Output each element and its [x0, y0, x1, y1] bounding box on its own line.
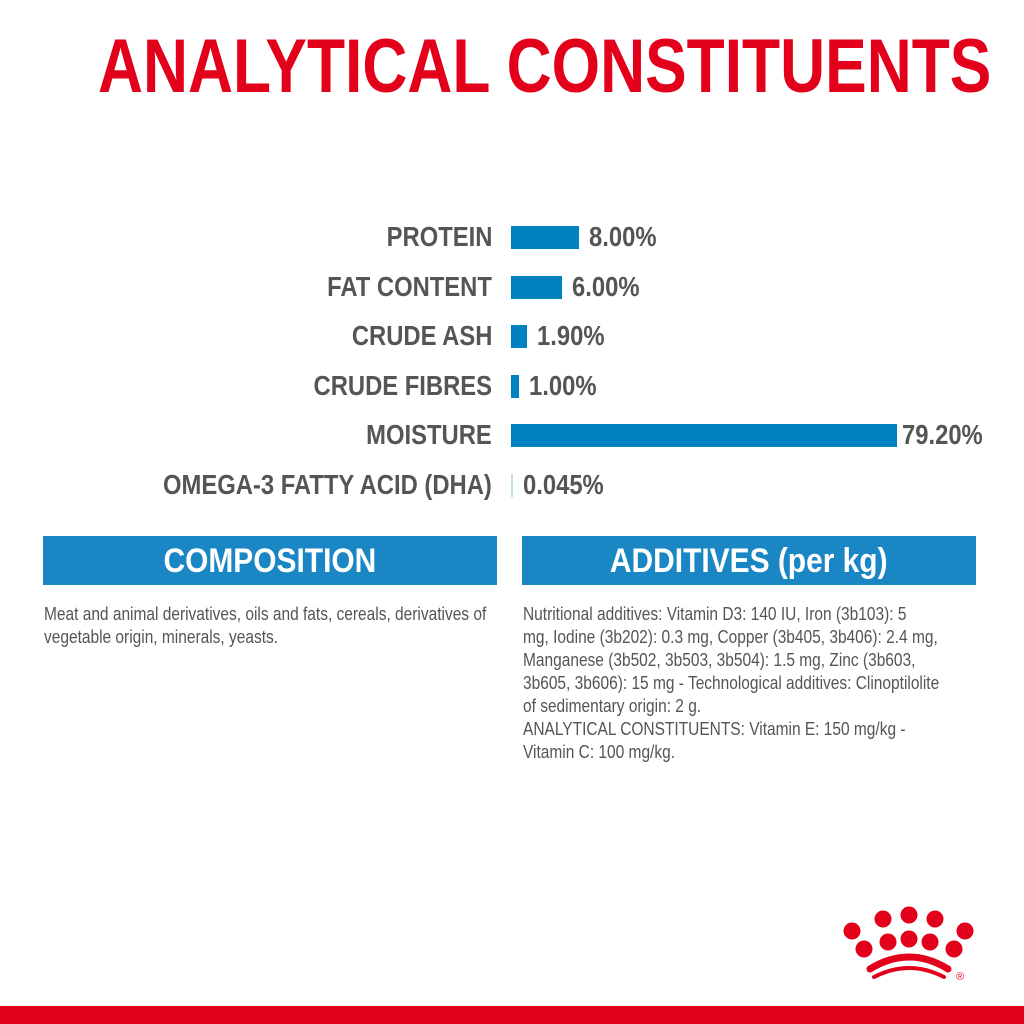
composition-header: COMPOSITION [43, 536, 497, 585]
additives-line: ANALYTICAL CONSTITUENTS: Vitamin E: 150 … [523, 719, 906, 739]
constituent-bar [511, 374, 520, 398]
constituent-bar [511, 474, 513, 497]
constituent-value: 1.90% [537, 320, 605, 352]
additives-line: of sedimentary origin: 2 g. [523, 696, 702, 716]
constituent-value: 0.045% [523, 469, 604, 500]
additives-text: Nutritional additives: Vitamin D3: 140 I… [523, 603, 1005, 764]
composition-text: Meat and animal derivatives, oils and fa… [44, 604, 487, 647]
additives-line: mg, Iodine (3b202): 0.3 mg, Copper (3b40… [523, 627, 938, 647]
constituent-row: MOISTURE 79.20% [0, 420, 1024, 450]
constituent-label: CRUDE FIBRES [313, 369, 492, 401]
constituent-row: OMEGA-3 FATTY ACID (DHA) 0.045% [0, 470, 1024, 500]
additives-line: Vitamin C: 100 mg/kg. [523, 742, 676, 762]
constituent-label: PROTEIN [386, 221, 492, 252]
additives-line: Nutritional additives: Vitamin D3: 140 I… [523, 604, 907, 624]
constituent-row: CRUDE ASH 1.90% [0, 321, 1024, 351]
constituent-value: 1.00% [529, 369, 597, 401]
crown-icon: ® [843, 906, 974, 983]
constituent-bar [511, 226, 579, 249]
constituent-bar [511, 275, 562, 299]
constituent-bar [511, 424, 897, 448]
page-title: ANALYTICAL CONSTITUENTS [98, 24, 992, 109]
constituent-row: PROTEIN 8.00% [0, 222, 1024, 252]
footer-bar [0, 1006, 1024, 1024]
additives-line: 3b605, 3b606): 15 mg - Technological add… [523, 673, 940, 693]
constituent-label: CRUDE ASH [351, 320, 492, 352]
constituent-label: MOISTURE [366, 419, 492, 451]
additives-line: Manganese (3b502, 3b503, 3b504): 1.5 mg,… [523, 650, 916, 670]
registered-mark: ® [956, 971, 964, 983]
constituent-value: 8.00% [588, 221, 657, 252]
constituent-bar [511, 325, 528, 349]
constituent-value: 6.00% [571, 270, 640, 302]
constituent-label: OMEGA-3 FATTY ACID (DHA) [163, 469, 492, 500]
constituent-value: 79.20% [902, 419, 983, 451]
constituent-row: CRUDE FIBRES 1.00% [0, 369, 1024, 401]
constituent-label: FAT CONTENT [327, 270, 492, 302]
additives-header: ADDITIVES (per kg) [522, 536, 976, 585]
constituent-row: FAT CONTENT 6.00% [0, 270, 1024, 302]
